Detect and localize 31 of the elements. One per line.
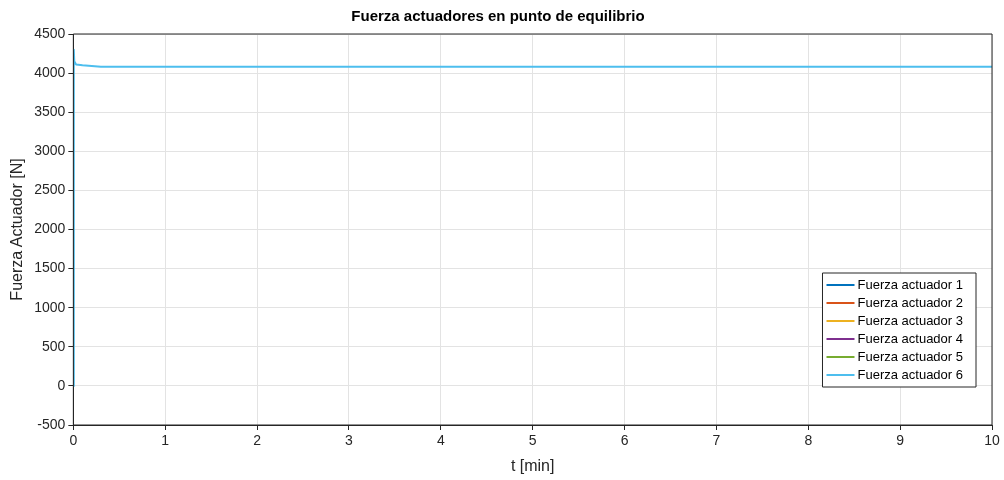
- legend-label: Fuerza actuador 1: [857, 276, 964, 292]
- y-axis-title: Fuerza Actuador [N]: [8, 158, 26, 301]
- legend-label: Fuerza actuador 4: [857, 330, 964, 346]
- x-axis-title: t [min]: [510, 456, 555, 474]
- x-tick-label: 7: [712, 432, 721, 449]
- x-tick-label: 6: [620, 432, 629, 449]
- y-tick-label: 3500: [34, 103, 66, 120]
- chart-title: Fuerza actuadores en punto de equilibrio: [351, 7, 645, 25]
- x-tick-label: 5: [528, 432, 537, 449]
- legend-label: Fuerza actuador 5: [857, 348, 964, 364]
- legend-label: Fuerza actuador 6: [857, 366, 964, 382]
- x-tick-label: 10: [984, 432, 1000, 449]
- legend-label: Fuerza actuador 2: [857, 294, 964, 310]
- y-tick-label: 2500: [34, 181, 66, 198]
- y-tick-label: 4500: [34, 24, 66, 41]
- x-tick-label: 9: [896, 432, 905, 449]
- legend-label: Fuerza actuador 3: [857, 312, 964, 328]
- y-tick-label: 2000: [34, 220, 66, 237]
- y-tick-label: -500: [37, 415, 66, 432]
- x-tick-label: 0: [69, 432, 78, 449]
- y-tick-label: 0: [57, 376, 66, 393]
- x-tick-label: 8: [804, 432, 813, 449]
- x-tick-label: 2: [253, 432, 262, 449]
- y-tick-label: 3000: [34, 142, 66, 159]
- x-tick-label: 4: [436, 432, 445, 449]
- x-tick-label: 3: [345, 432, 354, 449]
- y-tick-label: 1500: [34, 259, 66, 276]
- y-tick-label: 500: [41, 337, 66, 354]
- y-tick-label: 4000: [34, 63, 66, 80]
- y-tick-label: 1000: [34, 298, 66, 315]
- x-tick-label: 1: [161, 432, 170, 449]
